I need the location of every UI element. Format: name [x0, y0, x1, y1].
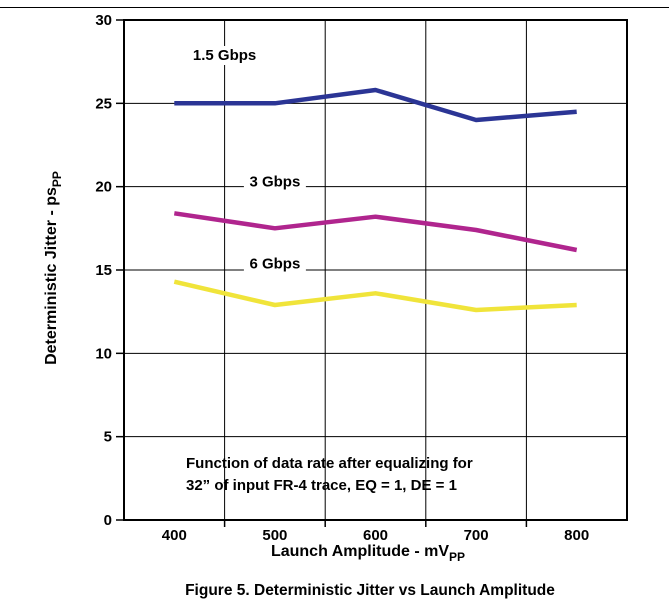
y-tick-label-5: 5 [104, 429, 112, 446]
x-tick-label-700: 700 [464, 527, 489, 544]
grid-lines [124, 20, 627, 520]
x-tick-label-500: 500 [262, 527, 287, 544]
series-label-0: 1.5 Gbps [193, 47, 256, 64]
x-tick-label-800: 800 [564, 527, 589, 544]
figure-caption: Figure 5. Deterministic Jitter vs Launch… [185, 582, 555, 599]
y-tick-label-25: 25 [95, 95, 112, 112]
series-line-0 [174, 87, 577, 123]
y-tick-label-10: 10 [95, 345, 112, 362]
series-lines [173, 87, 578, 313]
series-label-bg-2 [243, 254, 306, 274]
series-line-1 [173, 211, 578, 253]
y-tick-label-15: 15 [95, 262, 112, 279]
series-label-1: 3 Gbps [249, 174, 300, 191]
y-tick-label-20: 20 [95, 179, 112, 196]
annotation-line-2: 32” of input FR-4 trace, EQ = 1, DE = 1 [186, 477, 457, 494]
x-axis-title: Launch Amplitude - mVPP [271, 543, 465, 564]
y-axis-title: Deterministic Jitter - psPP [43, 171, 64, 365]
x-tick-label-600: 600 [363, 527, 388, 544]
tick-labels: 0 5 10 15 20 25 30 400 500 600 700 800 [95, 12, 589, 544]
series-label-bg-0 [184, 46, 265, 65]
axis-ticks [116, 19, 528, 527]
series-labels: 1.5 Gbps 3 Gbps 6 Gbps [184, 46, 306, 274]
y-tick-label-30: 30 [95, 12, 112, 29]
annotation-line-1: Function of data rate after equalizing f… [186, 455, 473, 472]
y-tick-label-0: 0 [104, 512, 112, 529]
x-tick-label-400: 400 [162, 527, 187, 544]
series-label-2: 6 Gbps [249, 255, 300, 272]
series-line-2 [173, 279, 577, 313]
series-label-bg-1 [243, 172, 306, 192]
top-rule [0, 7, 669, 8]
